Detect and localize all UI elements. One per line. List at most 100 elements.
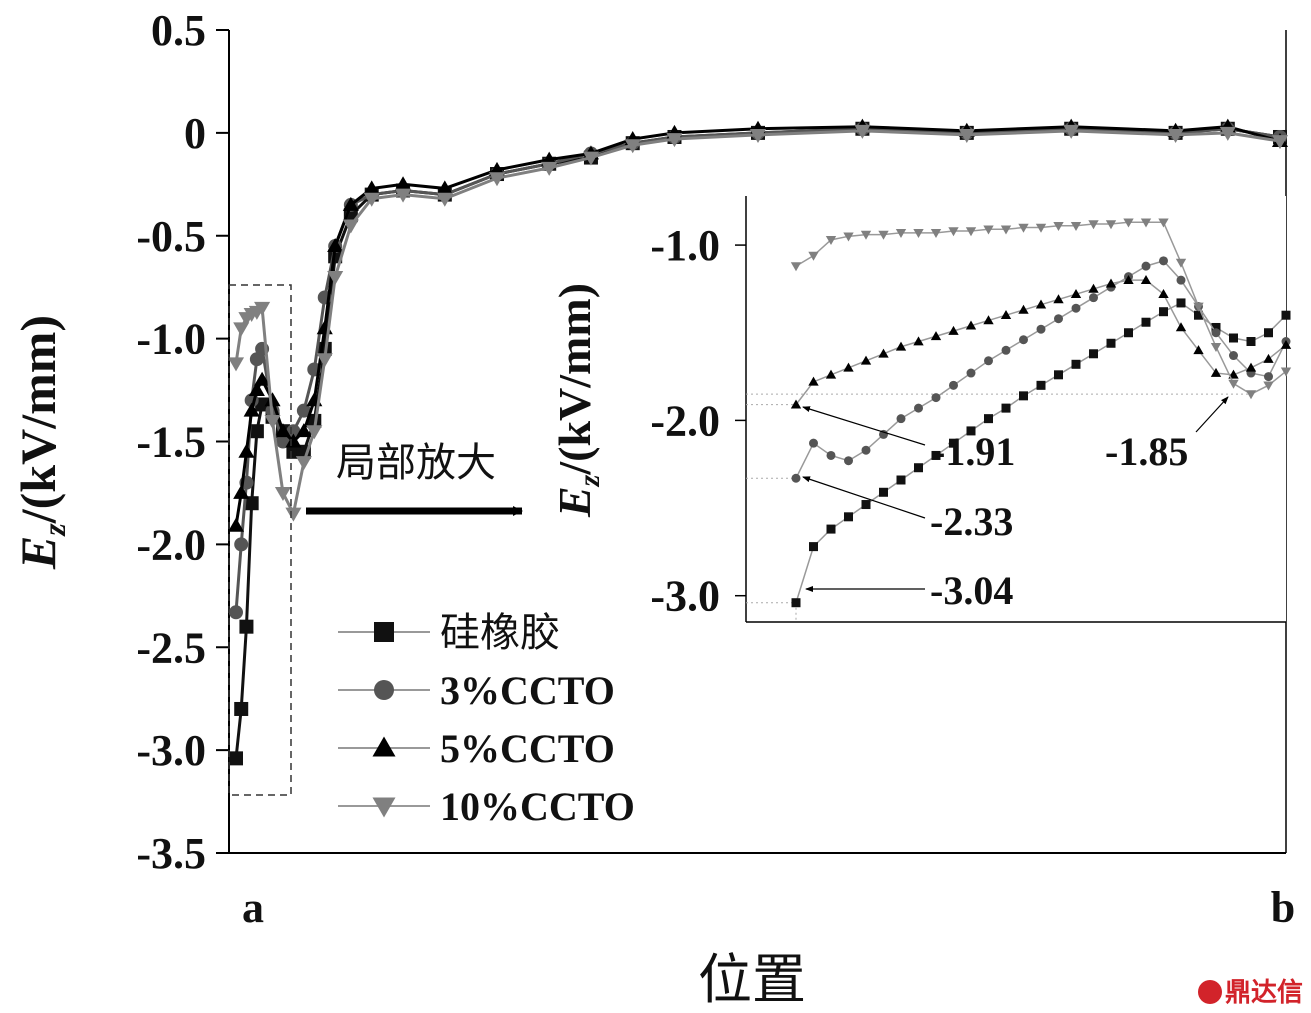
inset-data-point bbox=[1211, 328, 1221, 338]
inset-y-tick-label: -2.0 bbox=[650, 396, 720, 445]
main-data-point bbox=[306, 425, 323, 440]
main-data-point bbox=[316, 353, 333, 368]
inset-y-label-e: E bbox=[549, 486, 600, 518]
inset-series-2 bbox=[790, 274, 1292, 409]
inset-data-point bbox=[1088, 220, 1099, 230]
inset-data-point bbox=[895, 228, 907, 238]
inset-data-point bbox=[1159, 307, 1168, 317]
main-data-point bbox=[436, 192, 453, 207]
inset-data-point bbox=[1019, 335, 1028, 345]
inset-data-point bbox=[1123, 274, 1134, 284]
inset-data-point bbox=[825, 369, 837, 379]
inset-data-point bbox=[1211, 322, 1221, 332]
inset-data-point bbox=[895, 341, 907, 351]
inset-data-point bbox=[984, 414, 993, 424]
inset-data-point bbox=[1105, 220, 1117, 230]
inset-guide-lines bbox=[746, 393, 1251, 622]
inset-data-point bbox=[966, 426, 976, 436]
legend-marker bbox=[374, 622, 394, 642]
y-tick-label: -2.5 bbox=[136, 623, 206, 672]
main-data-point bbox=[229, 605, 243, 620]
inset-data-point bbox=[791, 473, 801, 483]
y-tick-label: -1.5 bbox=[136, 418, 206, 467]
main-data-point bbox=[229, 751, 243, 766]
legend-label: 5%CCTO bbox=[440, 726, 615, 771]
watermark-logo-icon bbox=[1197, 980, 1222, 1004]
main-data-point bbox=[274, 423, 292, 438]
inset-data-point bbox=[860, 230, 872, 240]
zoom-arrow-label: 局部放大 bbox=[336, 440, 496, 486]
inset-y-label-z: z bbox=[573, 474, 606, 487]
inset-frame bbox=[746, 196, 1286, 622]
main-data-point bbox=[854, 124, 871, 139]
inset-data-point bbox=[1000, 225, 1012, 235]
annotation-233: -2.33 bbox=[930, 499, 1013, 544]
inset-data-point bbox=[949, 380, 958, 390]
inset-y-axis-label: Ez/(kV/mm) bbox=[549, 283, 606, 518]
main-data-point bbox=[234, 701, 249, 716]
main-data-point bbox=[295, 423, 312, 438]
annotation-191: -1.91 bbox=[932, 429, 1015, 474]
inset-data-point bbox=[1210, 367, 1222, 377]
inset-data-point bbox=[983, 315, 994, 325]
inset-data-point bbox=[914, 403, 923, 413]
annotation-arrow-233 bbox=[802, 476, 926, 519]
inset-data-point bbox=[1124, 328, 1133, 338]
main-data-point bbox=[666, 133, 683, 148]
x-tick-b: b bbox=[1271, 883, 1295, 932]
main-data-point bbox=[1063, 124, 1080, 139]
main-data-point bbox=[394, 176, 412, 191]
inset-data-point bbox=[791, 598, 801, 608]
y-axis-label-z: z bbox=[36, 523, 72, 537]
inset-data-point bbox=[1158, 218, 1169, 228]
inset-data-point bbox=[1035, 299, 1047, 309]
inset-data-point bbox=[930, 228, 942, 238]
main-data-point bbox=[436, 180, 453, 195]
inset-data-point bbox=[1158, 288, 1169, 298]
inset-data-point bbox=[861, 500, 871, 510]
inset-data-point bbox=[1159, 256, 1168, 266]
y-tick-label: -0.5 bbox=[136, 212, 206, 261]
inset-data-point bbox=[825, 236, 837, 246]
annotation-185: -1.85 bbox=[1105, 429, 1188, 474]
main-axes: 0.50-0.5-1.0-1.5-2.0-2.5-3.0-3.5 a b 位置 … bbox=[10, 6, 1295, 1011]
inset-y-tick-label: -1.0 bbox=[650, 221, 720, 270]
main-data-point bbox=[296, 403, 311, 418]
inset-data-point bbox=[1036, 380, 1046, 390]
inset-data-point bbox=[1140, 218, 1152, 228]
main-data-point bbox=[295, 456, 312, 471]
inset-data-point bbox=[1210, 342, 1222, 352]
main-data-point bbox=[249, 424, 264, 439]
inset-data-point bbox=[809, 438, 818, 448]
annotation-arrow-191 bbox=[802, 406, 926, 446]
inset-data-point bbox=[948, 325, 959, 335]
inset-data-point bbox=[1053, 294, 1064, 304]
main-data-point bbox=[1219, 126, 1236, 141]
inset-y-label-unit: /(kV/mm) bbox=[549, 283, 600, 476]
inset-data-point bbox=[1036, 324, 1046, 334]
main-data-point bbox=[363, 192, 380, 207]
inset-series-1 bbox=[791, 256, 1291, 483]
y-axis-label-unit: /(kV/mm) bbox=[10, 315, 66, 524]
inset-data-point bbox=[1070, 288, 1082, 298]
main-data-point bbox=[233, 322, 250, 337]
inset-data-point bbox=[1140, 274, 1152, 284]
inset-y-tick-label: -3.0 bbox=[650, 572, 720, 621]
main-data-point bbox=[227, 357, 245, 372]
main-data-point bbox=[1271, 135, 1289, 150]
y-axis-label: Ez/(kV/mm) bbox=[10, 315, 72, 570]
main-data-point bbox=[227, 517, 245, 532]
main-data-point bbox=[233, 484, 250, 499]
watermark-text: 鼎达信 bbox=[1224, 978, 1303, 1008]
inset-data-point bbox=[1088, 283, 1099, 293]
inset-data-point bbox=[896, 475, 906, 485]
legend: 硅橡胶 3%CCTO 5%CCTO 10%CCTO bbox=[338, 610, 635, 829]
inset-data-point bbox=[1281, 310, 1291, 320]
main-data-point bbox=[254, 301, 271, 316]
inset-series-3 bbox=[790, 218, 1292, 400]
main-data-point bbox=[249, 352, 264, 367]
inset-data-point bbox=[1054, 314, 1063, 324]
inset-data-point bbox=[1070, 221, 1082, 231]
inset-data-point bbox=[843, 362, 854, 372]
